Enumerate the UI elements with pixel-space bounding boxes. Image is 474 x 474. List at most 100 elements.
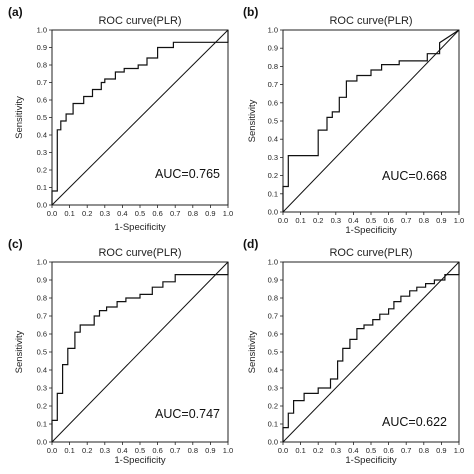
x-tick-label: 0.2	[82, 209, 92, 218]
x-tick-label: 0.1	[295, 446, 305, 455]
roc-curve-line	[282, 29, 460, 212]
auc-label: AUC=0.622	[382, 415, 447, 429]
reference-diagonal-line	[51, 261, 229, 443]
x-tick-label: 0.2	[313, 446, 323, 455]
x-tick-label: 0.5	[366, 446, 376, 455]
chart-title: ROC curve(PLR)	[98, 247, 181, 259]
y-tick-label: 0.1	[268, 420, 278, 429]
x-tick-label: 0.5	[135, 446, 145, 455]
y-tick-label: 0.3	[37, 384, 47, 393]
y-tick-label: 0.5	[268, 348, 278, 357]
x-tick-label: 0.8	[419, 446, 429, 455]
y-tick-label: 0.0	[268, 438, 278, 447]
x-tick-label: 0.2	[313, 216, 323, 225]
y-tick-label: 0.4	[37, 131, 47, 140]
y-tick-label: 1.0	[37, 258, 47, 267]
auc-label: AUC=0.765	[155, 167, 220, 181]
chart-panel: (d) ROC curve(PLR) 0.0 0.1 0.2 0.3 0.4 0.5 0.6 0.…	[243, 237, 464, 466]
roc-curve-line	[282, 262, 460, 442]
y-tick-label: 0.7	[37, 312, 47, 321]
y-tick-label: 0.4	[37, 366, 47, 375]
roc-curve-line	[51, 30, 229, 205]
y-tick-label: 0.7	[268, 312, 278, 321]
y-axis-label: Sensitivity	[14, 330, 25, 373]
y-tick-label: 1.0	[37, 26, 47, 35]
y-tick-label: 1.0	[268, 26, 278, 35]
x-tick-label: 0.9	[436, 216, 446, 225]
y-tick-label: 0.9	[268, 276, 278, 285]
y-tick-label: 0.2	[268, 171, 278, 180]
y-tick-label: 0.4	[268, 366, 278, 375]
x-tick-label: 1.0	[223, 209, 233, 218]
x-tick-label: 0.9	[205, 209, 215, 218]
y-axis-label: Sensitivity	[247, 99, 258, 142]
x-tick-label: 0.4	[117, 446, 127, 455]
x-tick-label: 0.4	[348, 446, 358, 455]
x-tick-label: 0.7	[170, 209, 180, 218]
reference-diagonal-line	[282, 29, 460, 213]
y-tick-label: 0.4	[268, 135, 278, 144]
panel-label: (a)	[8, 5, 23, 19]
x-tick-label: 0.0	[47, 209, 57, 218]
x-axis-label: 1-Specificity	[114, 222, 165, 233]
y-tick-label: 0.2	[268, 402, 278, 411]
chart-title: ROC curve(PLR)	[329, 247, 412, 259]
x-tick-label: 0.0	[278, 446, 288, 455]
auc-label: AUC=0.668	[382, 169, 447, 183]
y-tick-label: 0.0	[37, 438, 47, 447]
chart-title: ROC curve(PLR)	[329, 15, 412, 27]
y-tick-label: 0.8	[268, 294, 278, 303]
y-tick-label: 0.6	[37, 330, 47, 339]
x-tick-label: 0.4	[348, 216, 358, 225]
y-tick-label: 0.5	[37, 348, 47, 357]
y-tick-label: 0.5	[268, 117, 278, 126]
y-tick-label: 0.8	[268, 62, 278, 71]
x-tick-label: 0.1	[64, 446, 74, 455]
y-tick-label: 0.9	[37, 43, 47, 52]
reference-diagonal-line	[282, 261, 460, 443]
x-tick-label: 0.6	[152, 209, 162, 218]
panel-label: (d)	[243, 237, 258, 251]
y-tick-label: 0.8	[37, 61, 47, 70]
y-tick-label: 0.7	[37, 78, 47, 87]
x-tick-label: 0.6	[152, 446, 162, 455]
x-tick-label: 0.9	[205, 446, 215, 455]
y-tick-label: 0.2	[37, 166, 47, 175]
x-tick-label: 1.0	[454, 216, 464, 225]
y-tick-label: 0.3	[37, 148, 47, 157]
panel-label: (c)	[8, 237, 23, 251]
x-tick-label: 0.8	[188, 446, 198, 455]
x-axis-label: 1-Specificity	[114, 455, 165, 466]
y-tick-label: 0.8	[37, 294, 47, 303]
panel-label: (b)	[243, 5, 258, 19]
x-tick-label: 0.3	[331, 216, 341, 225]
x-tick-label: 0.7	[401, 216, 411, 225]
x-tick-label: 0.8	[419, 216, 429, 225]
x-tick-label: 0.6	[383, 446, 393, 455]
x-tick-label: 0.4	[117, 209, 127, 218]
x-tick-label: 0.1	[64, 209, 74, 218]
x-tick-label: 0.3	[100, 446, 110, 455]
x-tick-label: 0.0	[47, 446, 57, 455]
x-tick-label: 0.7	[170, 446, 180, 455]
y-tick-label: 0.1	[37, 420, 47, 429]
roc-curve-line	[51, 262, 229, 442]
reference-diagonal-line	[51, 29, 229, 206]
x-axis-label: 1-Specificity	[345, 455, 396, 466]
y-axis-label: Sensitivity	[247, 330, 258, 373]
y-tick-label: 0.1	[37, 183, 47, 192]
y-tick-label: 0.0	[268, 208, 278, 217]
y-tick-label: 0.9	[268, 44, 278, 53]
y-tick-label: 0.6	[37, 96, 47, 105]
chart-panel: (c) ROC curve(PLR) 0.0 0.1 0.2 0.3 0.4 0.5 0.6 0.…	[8, 237, 233, 466]
y-tick-label: 0.3	[268, 384, 278, 393]
x-axis-label: 1-Specificity	[345, 225, 396, 236]
y-tick-label: 0.5	[37, 113, 47, 122]
y-tick-label: 0.3	[268, 153, 278, 162]
y-axis-label: Sensitivity	[14, 96, 25, 139]
y-tick-label: 0.2	[37, 402, 47, 411]
y-tick-label: 0.6	[268, 98, 278, 107]
x-tick-label: 0.6	[383, 216, 393, 225]
